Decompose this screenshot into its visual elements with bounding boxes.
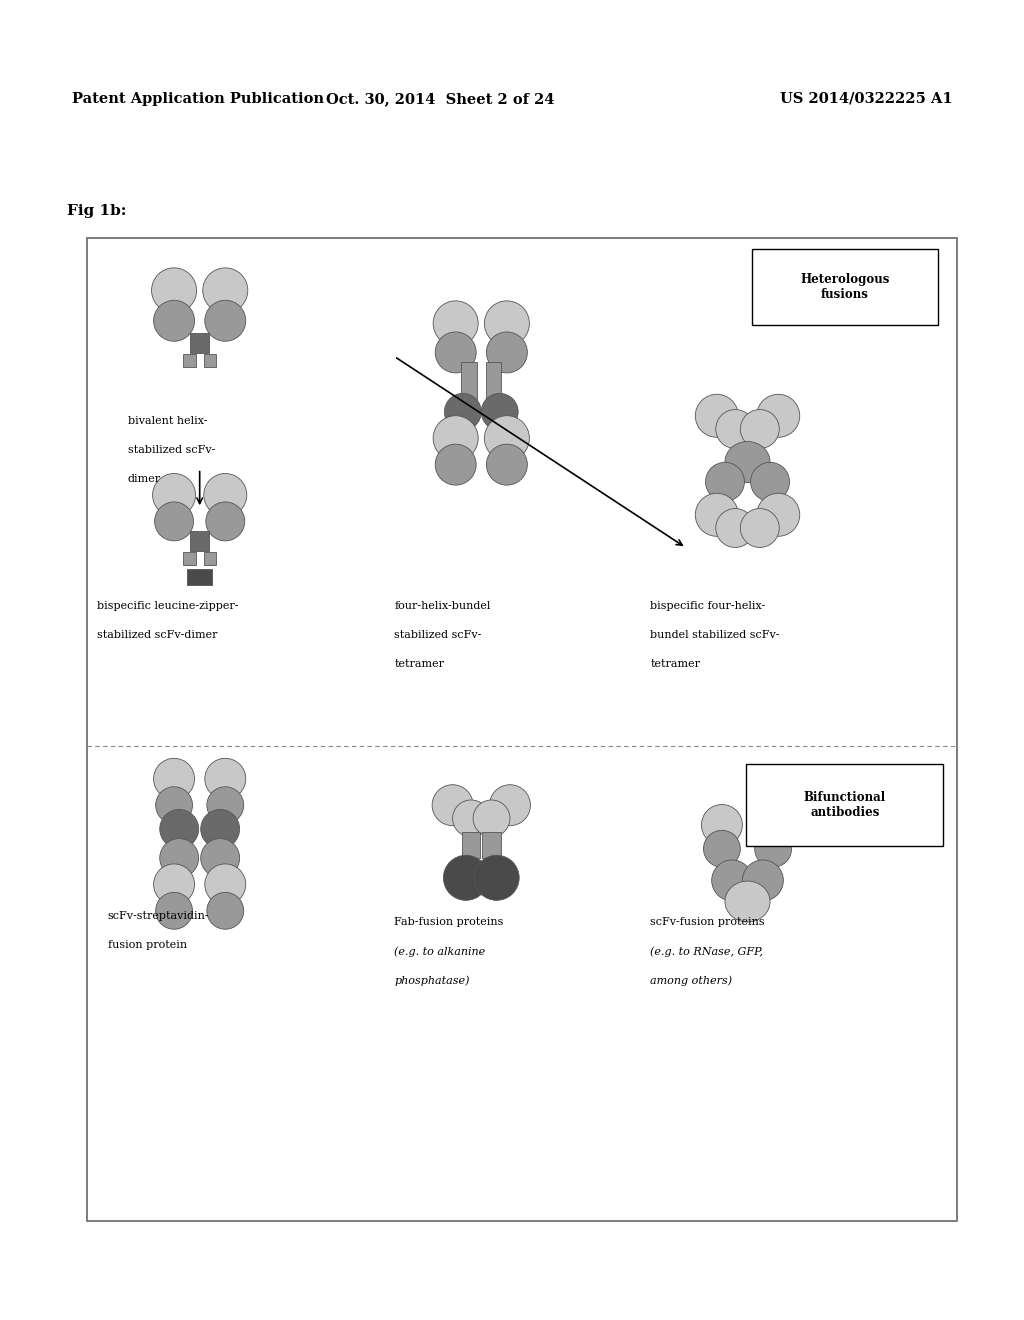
Ellipse shape <box>207 787 244 824</box>
Ellipse shape <box>757 395 800 437</box>
Ellipse shape <box>757 494 800 536</box>
Bar <box>190 531 209 552</box>
Text: bispecific four-helix-: bispecific four-helix- <box>650 601 766 611</box>
Ellipse shape <box>753 804 794 846</box>
Text: tetramer: tetramer <box>394 659 444 669</box>
Text: Patent Application Publication: Patent Application Publication <box>72 92 324 106</box>
Ellipse shape <box>156 787 193 824</box>
Text: stabilized scFv-: stabilized scFv- <box>394 630 481 640</box>
Ellipse shape <box>474 855 519 900</box>
Bar <box>87 238 957 1221</box>
Ellipse shape <box>154 758 195 800</box>
Text: Heterologous
fusions: Heterologous fusions <box>800 273 890 301</box>
Text: bispecific leucine-zipper-: bispecific leucine-zipper- <box>97 601 239 611</box>
Ellipse shape <box>154 300 195 342</box>
Ellipse shape <box>740 409 779 449</box>
Ellipse shape <box>443 855 488 900</box>
Bar <box>462 832 480 858</box>
Text: Fab-fusion proteins: Fab-fusion proteins <box>394 917 504 928</box>
Ellipse shape <box>156 892 193 929</box>
Text: fusion protein: fusion protein <box>108 940 186 950</box>
Ellipse shape <box>751 462 790 502</box>
Ellipse shape <box>206 502 245 541</box>
Ellipse shape <box>201 838 240 878</box>
Ellipse shape <box>755 830 792 867</box>
Text: four-helix-bundel: four-helix-bundel <box>394 601 490 611</box>
Text: Bifunctional
antibodies: Bifunctional antibodies <box>804 791 886 820</box>
Text: scFv-streptavidin-: scFv-streptavidin- <box>108 911 209 921</box>
Ellipse shape <box>152 268 197 313</box>
Ellipse shape <box>160 838 199 878</box>
Ellipse shape <box>740 508 779 548</box>
Bar <box>204 552 216 565</box>
Ellipse shape <box>207 892 244 929</box>
Text: (e.g. to RNase, GFP,: (e.g. to RNase, GFP, <box>650 946 763 957</box>
Text: bivalent helix-: bivalent helix- <box>128 416 208 426</box>
Ellipse shape <box>205 300 246 342</box>
Ellipse shape <box>435 444 476 486</box>
Text: dimer: dimer <box>128 474 161 484</box>
Ellipse shape <box>204 474 247 516</box>
Text: US 2014/0322225 A1: US 2014/0322225 A1 <box>779 92 952 106</box>
Text: tetramer: tetramer <box>650 659 700 669</box>
Text: stabilized scFv-: stabilized scFv- <box>128 445 215 455</box>
Ellipse shape <box>205 758 246 800</box>
Ellipse shape <box>742 859 783 902</box>
Ellipse shape <box>703 830 740 867</box>
Ellipse shape <box>481 393 518 430</box>
Ellipse shape <box>706 462 744 502</box>
Text: Fig 1b:: Fig 1b: <box>67 205 126 218</box>
Bar <box>486 363 502 408</box>
Text: scFv-fusion proteins: scFv-fusion proteins <box>650 917 765 928</box>
Bar <box>186 569 213 585</box>
Ellipse shape <box>701 804 742 846</box>
FancyBboxPatch shape <box>746 764 943 846</box>
Ellipse shape <box>154 863 195 906</box>
Ellipse shape <box>160 809 199 849</box>
Bar <box>461 363 476 408</box>
Ellipse shape <box>453 800 489 837</box>
Ellipse shape <box>201 809 240 849</box>
Bar <box>190 333 209 354</box>
Ellipse shape <box>432 784 473 826</box>
Ellipse shape <box>695 395 738 437</box>
Bar <box>183 552 196 565</box>
Ellipse shape <box>435 331 476 374</box>
Ellipse shape <box>486 331 527 374</box>
Ellipse shape <box>484 416 529 461</box>
Ellipse shape <box>486 444 527 486</box>
Ellipse shape <box>433 301 478 346</box>
Ellipse shape <box>716 409 755 449</box>
Text: among others): among others) <box>650 975 732 986</box>
Ellipse shape <box>205 863 246 906</box>
Bar <box>482 832 501 858</box>
Ellipse shape <box>203 268 248 313</box>
Ellipse shape <box>725 441 770 483</box>
Ellipse shape <box>712 859 753 902</box>
Text: phosphatase): phosphatase) <box>394 975 470 986</box>
Ellipse shape <box>489 784 530 826</box>
Ellipse shape <box>484 301 529 346</box>
Ellipse shape <box>716 508 755 548</box>
Text: bundel stabilized scFv-: bundel stabilized scFv- <box>650 630 779 640</box>
Bar <box>204 354 216 367</box>
Ellipse shape <box>433 416 478 461</box>
Ellipse shape <box>695 494 738 536</box>
FancyBboxPatch shape <box>752 249 938 325</box>
Text: stabilized scFv-dimer: stabilized scFv-dimer <box>97 630 218 640</box>
Ellipse shape <box>473 800 510 837</box>
Text: (e.g. to alkanine: (e.g. to alkanine <box>394 946 485 957</box>
Ellipse shape <box>155 502 194 541</box>
Ellipse shape <box>153 474 196 516</box>
Text: Oct. 30, 2014  Sheet 2 of 24: Oct. 30, 2014 Sheet 2 of 24 <box>326 92 555 106</box>
Bar <box>183 354 196 367</box>
Ellipse shape <box>725 880 770 923</box>
Ellipse shape <box>444 393 481 430</box>
